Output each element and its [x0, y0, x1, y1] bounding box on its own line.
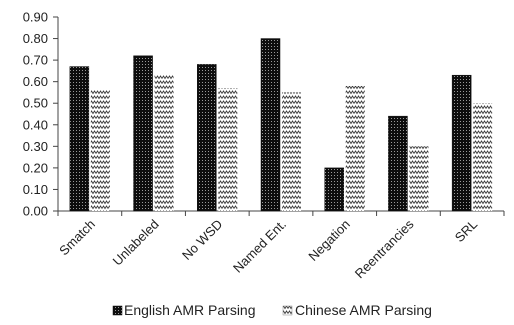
- legend-item-english: English AMR Parsing: [112, 302, 256, 318]
- bar-chinese-named-ent: [282, 92, 301, 211]
- legend-item-chinese: Chinese AMR Parsing: [282, 302, 432, 318]
- bar-english-unlabeled: [133, 55, 153, 212]
- x-category-label: Negation: [305, 217, 352, 264]
- x-category-label: Reentrancies: [352, 216, 417, 281]
- y-tick-label: 0.60: [23, 74, 48, 89]
- y-tick-label: 0.80: [23, 31, 48, 46]
- y-tick-label: 0.70: [23, 53, 48, 68]
- legend-label: English AMR Parsing: [124, 302, 256, 318]
- legend-swatch: [282, 305, 293, 316]
- bar-chinese-unlabeled: [154, 75, 174, 211]
- x-category-label: No WSD: [179, 217, 225, 263]
- y-tick-label: 0.00: [23, 204, 48, 219]
- legend-swatch: [112, 305, 123, 316]
- x-category-label: Unlabeled: [110, 217, 162, 269]
- x-category-label: Smatch: [56, 217, 98, 259]
- bar-chinese-smatch: [90, 90, 110, 211]
- y-tick-label: 0.90: [23, 10, 48, 25]
- bar-chinese-srl: [473, 103, 493, 211]
- x-category-label: SRL: [452, 217, 480, 245]
- y-tick-label: 0.10: [23, 182, 48, 197]
- y-tick-label: 0.20: [23, 160, 48, 175]
- legend: English AMR Parsing Chinese AMR Parsing: [112, 302, 432, 318]
- y-tick-label: 0.30: [23, 139, 48, 154]
- bar-chinese-reentrancies: [409, 146, 429, 211]
- bar-chinese-no-wsd: [218, 88, 238, 211]
- bars: [57, 38, 505, 216]
- bar-english-smatch: [69, 66, 90, 212]
- bar-english-reentrancies: [388, 115, 408, 212]
- legend-label: Chinese AMR Parsing: [295, 302, 432, 318]
- x-category-label: Named Ent.: [230, 217, 289, 276]
- bar-english-named-ent: [260, 38, 281, 212]
- bar-english-srl: [451, 74, 472, 212]
- y-axis: 0.00 0.10 0.20 0.30 0.40 0.50 0.60 0.70 0.80 0.90: [23, 10, 59, 219]
- y-tick-label: 0.50: [23, 96, 48, 111]
- bar-chinese-negation: [345, 85, 365, 211]
- y-tick-label: 0.40: [23, 117, 48, 132]
- x-axis-labels: Smatch Unlabeled No WSD Named Ent. NegationR…: [56, 216, 480, 281]
- bar-english-negation: [324, 167, 344, 212]
- bar-english-no-wsd: [197, 64, 217, 212]
